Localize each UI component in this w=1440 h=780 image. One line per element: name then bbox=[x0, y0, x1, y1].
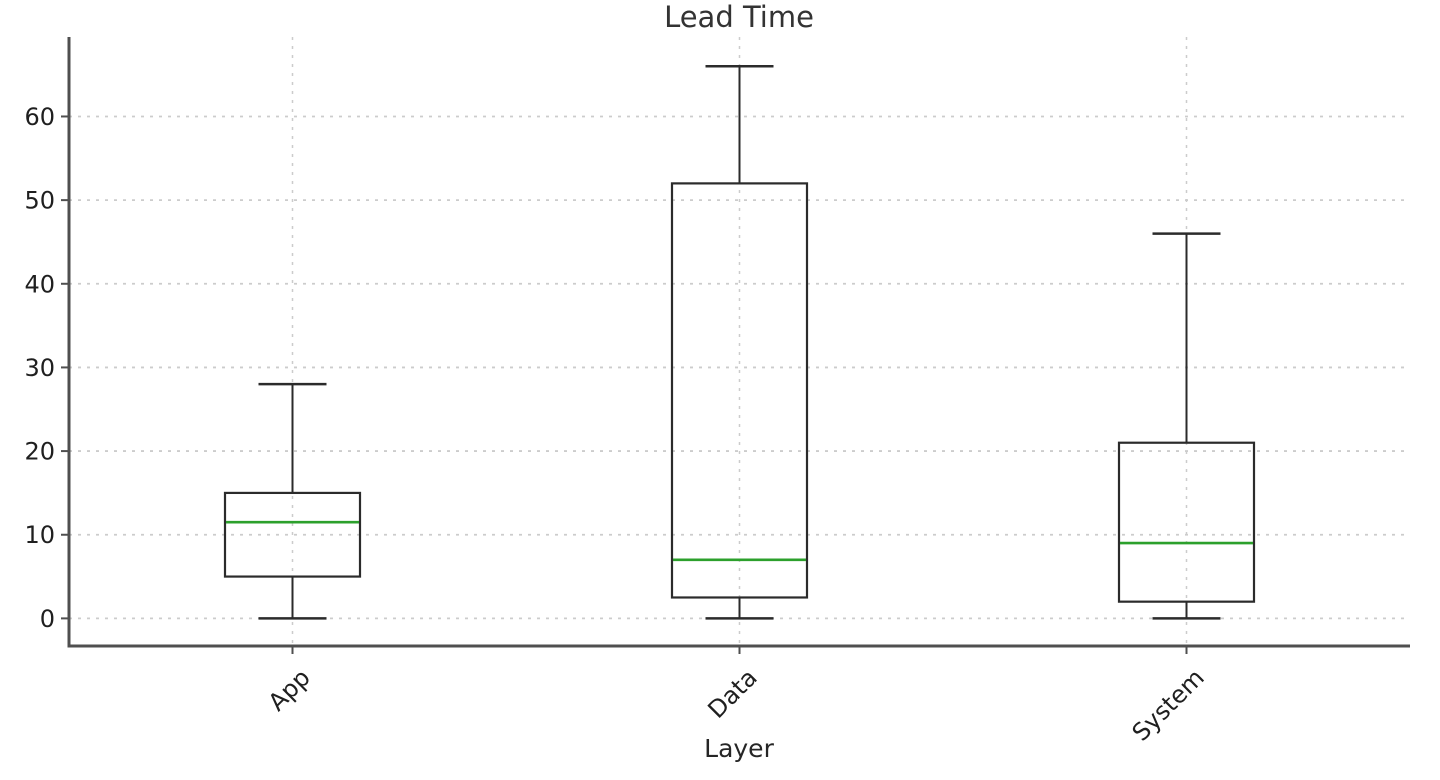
chart-title: Lead Time bbox=[664, 0, 814, 34]
box-group-system bbox=[1117, 232, 1256, 620]
y-tick-label: 40 bbox=[24, 270, 55, 298]
x-axis-label: Layer bbox=[704, 734, 774, 763]
iqr-box bbox=[670, 182, 809, 599]
box-group-app bbox=[223, 382, 362, 620]
y-tick-label: 60 bbox=[24, 103, 55, 131]
y-tick-label: 20 bbox=[24, 438, 55, 466]
y-tick-label: 0 bbox=[40, 605, 55, 633]
iqr-box bbox=[223, 491, 362, 578]
y-tick-label: 10 bbox=[24, 521, 55, 549]
axes-layer bbox=[61, 37, 1410, 654]
y-tick-label: 30 bbox=[24, 354, 55, 382]
x-tick-label: System bbox=[1127, 664, 1210, 747]
y-tick-label: 50 bbox=[24, 187, 55, 215]
x-tick-label: App bbox=[263, 664, 316, 717]
boxes-layer bbox=[223, 65, 1256, 620]
box-group-data bbox=[670, 65, 809, 620]
iqr-box bbox=[1117, 441, 1256, 603]
x-tick-label: Data bbox=[702, 664, 762, 724]
